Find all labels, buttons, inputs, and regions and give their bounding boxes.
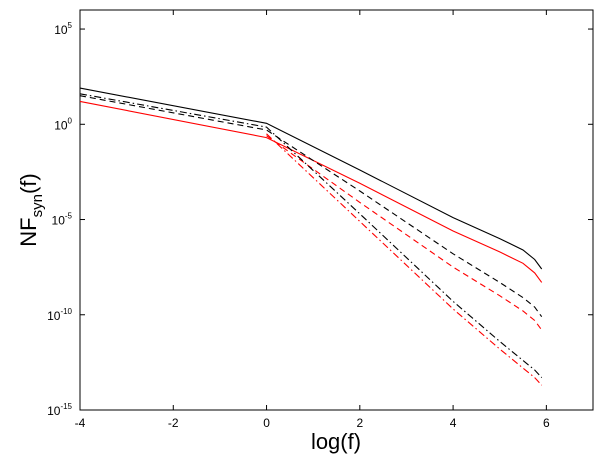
x-tick-label: 2: [356, 416, 363, 430]
series-line-5: [79, 93, 543, 378]
y-tick-label: 10-5: [52, 212, 73, 228]
x-tick-label: 6: [543, 416, 550, 430]
x-tick-label: -2: [168, 416, 179, 430]
series-line-2: [79, 100, 543, 283]
x-tick-label: 0: [263, 416, 270, 430]
y-axis-ticks: 105 100 10-5 10-10 10-15: [47, 21, 593, 418]
y-axis-label-main: NF: [16, 217, 41, 246]
y-tick-label: 10-10: [47, 307, 72, 323]
x-tick-label: 4: [450, 416, 457, 430]
y-tick-label: 105: [54, 21, 72, 37]
x-axis-label: log(f): [311, 429, 361, 454]
series-line-1: [79, 87, 543, 270]
y-axis-label-suffix: (f): [16, 173, 41, 194]
y-tick-label: 100: [54, 116, 72, 132]
series-line-3: [79, 95, 543, 318]
y-axis-label-sub: syn: [29, 194, 46, 217]
series-line-4: [266, 135, 543, 331]
x-tick-label: -4: [75, 416, 86, 430]
y-tick-label: 10-15: [47, 402, 72, 418]
series-layer: [79, 87, 543, 386]
plot-area-frame: [79, 9, 594, 411]
series-line-6: [266, 133, 543, 386]
x-axis-ticks: -4 -2 0 2 4 6: [75, 10, 550, 430]
y-axis-label: NFsyn(f): [16, 173, 46, 246]
